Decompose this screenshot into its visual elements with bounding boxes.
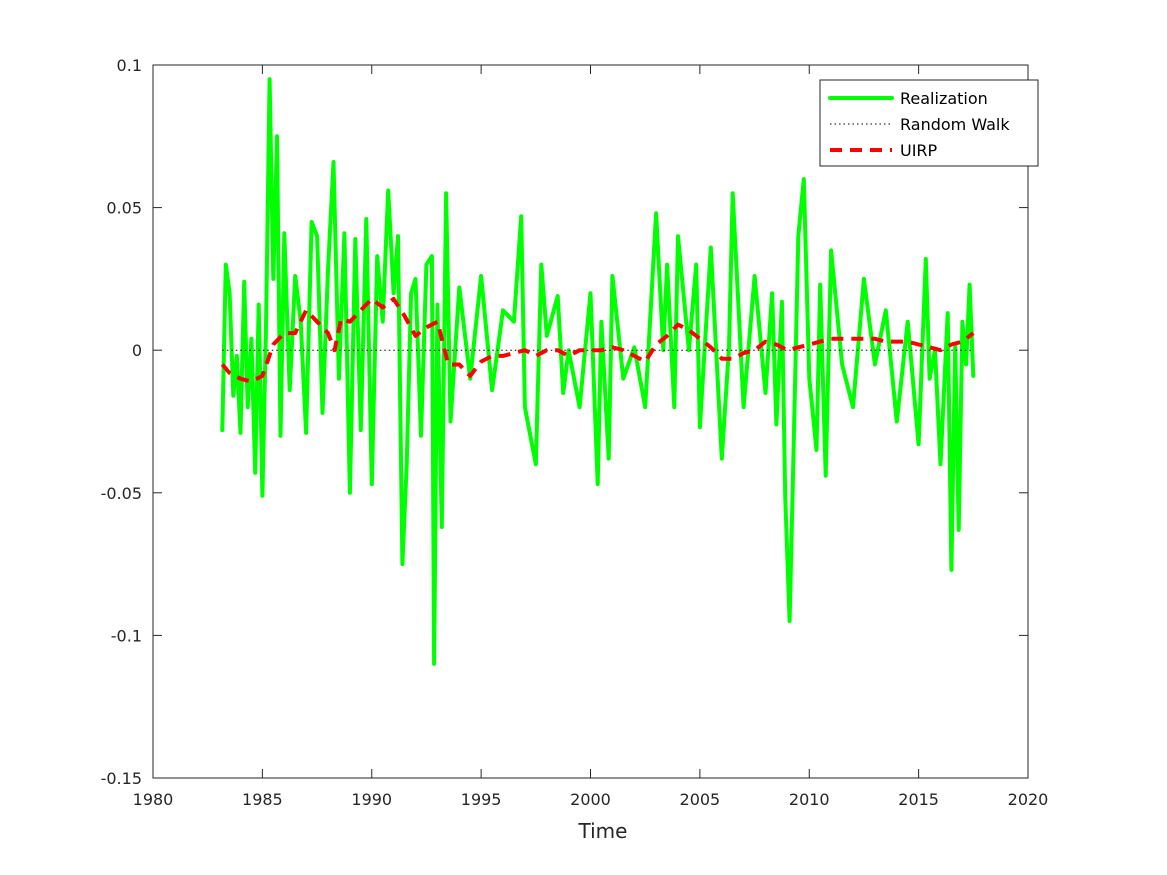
y-tick-label: 0.1 [117, 56, 142, 75]
x-tick-label: 2005 [680, 790, 721, 809]
series-layer [220, 77, 976, 666]
legend-label-random-walk: Random Walk [900, 115, 1010, 134]
x-tick-label: 1980 [133, 790, 174, 809]
series-line-uirp [220, 296, 975, 384]
x-tick-label: 2020 [1008, 790, 1049, 809]
legend-label-uirp: UIRP [900, 141, 938, 160]
x-tick-label: 1985 [242, 790, 283, 809]
x-tick-label: 1990 [351, 790, 392, 809]
y-tick-label: 0 [132, 341, 142, 360]
x-tick-label: 2000 [570, 790, 611, 809]
x-tick-label: 1995 [461, 790, 502, 809]
x-tick-label: 2015 [898, 790, 939, 809]
x-tick-label: 2010 [789, 790, 830, 809]
legend: Realization Random Walk UIRP [819, 79, 1039, 167]
y-tick-label: -0.15 [101, 769, 142, 788]
series-line-realization [220, 77, 976, 666]
y-tick-label: 0.05 [106, 199, 142, 218]
ticks-layer: 1980 1985 1990 1995 2000 2005 2010 2015 2020 0.1 0… [101, 56, 1049, 809]
x-axis-title: Time [578, 819, 628, 843]
legend-label-realization: Realization [900, 89, 988, 108]
y-tick-label: -0.1 [111, 626, 142, 645]
y-tick-label: -0.05 [101, 484, 142, 503]
